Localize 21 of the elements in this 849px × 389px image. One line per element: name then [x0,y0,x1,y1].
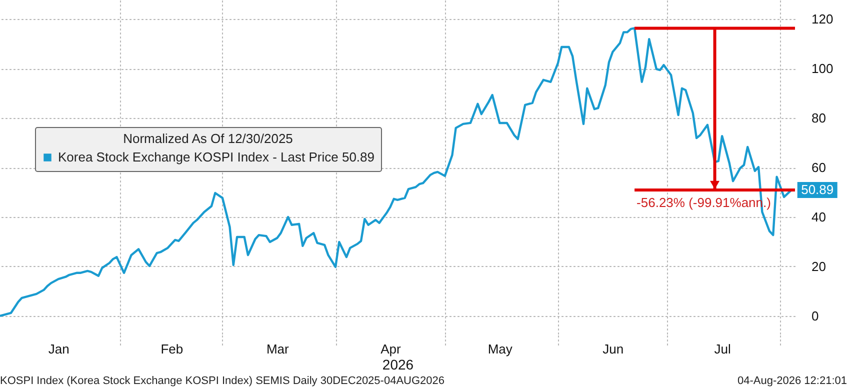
x-tick-label: Jun [602,342,624,356]
x-tick-label: Mar [266,342,290,356]
annotation: 50.89 [801,182,834,198]
x-tick-label: Jul [714,342,731,356]
legend-label: Korea Stock Exchange KOSPI Index - Last Price 50.89 [58,150,375,164]
line-series [0,27,792,318]
text: KOSPI Index (Korea Stock Exchange KOSPI Index) SEMIS Daily 30DEC2025-04AUG2026 [0,375,445,387]
x-tick-label: May [488,342,513,356]
y-tick-label: 20 [812,258,826,274]
y-tick-label: 80 [812,110,826,126]
y-tick-label: 120 [812,12,834,27]
x-axis-title: 2026 [382,356,414,372]
x-tick-label: Jan [48,342,70,356]
x-tick-label: Feb [160,342,184,356]
x-tick-label: Apr [380,342,402,356]
y-tick-label: 40 [812,209,826,224]
y-tick-label: 60 [812,160,826,175]
y-tick-label: 0 [812,308,819,324]
y-tick-label: 100 [812,61,834,76]
text: 04-Aug-2026 12:21:01 [738,375,847,387]
legend-title: Normalized As Of 12/30/2025 [123,131,293,146]
